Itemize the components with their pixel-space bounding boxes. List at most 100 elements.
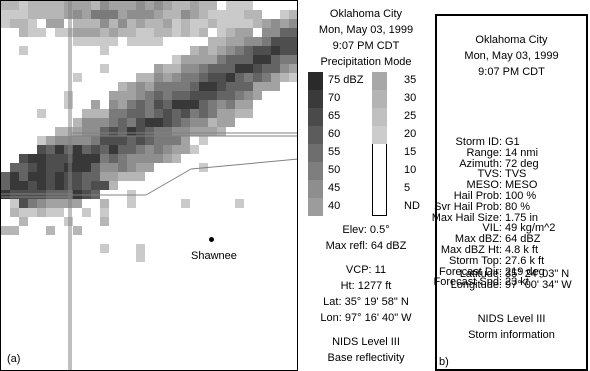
storm-longitude-key: Longitude: <box>450 279 502 291</box>
reflectivity-cell <box>100 244 109 253</box>
reflectivity-cell <box>82 163 91 172</box>
reflectivity-cell <box>199 82 208 91</box>
reflectivity-cell <box>253 91 262 100</box>
reflectivity-cell <box>127 199 136 208</box>
reflectivity-cell <box>91 172 100 181</box>
reflectivity-cell <box>190 10 199 19</box>
reflectivity-cell <box>181 118 190 127</box>
storm-field-key: Max Hail Size: <box>431 211 502 224</box>
reflectivity-cell <box>127 28 136 37</box>
storm-latitude-key: Latitude: <box>459 268 502 280</box>
reflectivity-cell <box>19 163 28 172</box>
reflectivity-cell <box>28 199 37 208</box>
legend-label-high: 65 <box>328 110 341 122</box>
reflectivity-cell <box>100 154 109 163</box>
reflectivity-cell <box>154 91 163 100</box>
reflectivity-cell <box>118 109 127 118</box>
reflectivity-cell <box>262 28 271 37</box>
reflectivity-cell <box>244 1 253 10</box>
reflectivity-cell <box>208 37 217 46</box>
reflectivity-cell <box>181 73 190 82</box>
reflectivity-cell <box>19 172 28 181</box>
reflectivity-cell <box>100 109 109 118</box>
storm-field-row: TVS: TVS <box>437 168 586 180</box>
storm-field-value: 49 kg/m^2 <box>505 222 556 235</box>
reflectivity-cell <box>208 91 217 100</box>
reflectivity-cell <box>1 172 10 181</box>
reflectivity-cell <box>46 1 55 10</box>
reflectivity-cell <box>136 100 145 109</box>
reflectivity-cell <box>46 136 55 145</box>
info-mode: Precipitation Mode <box>320 56 412 68</box>
reflectivity-cell <box>190 1 199 10</box>
product-level-text: NIDS Level III <box>332 336 400 348</box>
reflectivity-cell <box>46 163 55 172</box>
reflectivity-cell <box>190 64 199 73</box>
reflectivity-cell <box>271 55 280 64</box>
reflectivity-cell <box>163 136 172 145</box>
reflectivity-cell <box>217 19 226 28</box>
reflectivity-cell <box>82 1 91 10</box>
reflectivity-cell <box>235 73 244 82</box>
storm-field-row: Max dBZ Ht: 4.8 k ft <box>437 244 586 256</box>
reflectivity-cell <box>253 10 262 19</box>
reflectivity-cell <box>190 100 199 109</box>
reflectivity-cell <box>154 82 163 91</box>
reflectivity-cell <box>190 145 199 154</box>
reflectivity-cell <box>109 145 118 154</box>
reflectivity-cell <box>244 100 253 109</box>
reflectivity-cell <box>235 28 244 37</box>
reflectivity-cell <box>82 10 91 19</box>
reflectivity-cell <box>190 55 199 64</box>
reflectivity-cell <box>163 1 172 10</box>
reflectivity-cell <box>82 181 91 190</box>
reflectivity-cell <box>127 109 136 118</box>
reflectivity-cell <box>100 181 109 190</box>
reflectivity-cell <box>244 46 253 55</box>
storm-field-key: TVS: <box>477 168 502 181</box>
reflectivity-cell <box>226 37 235 46</box>
reflectivity-cell <box>73 10 82 19</box>
reflectivity-cell <box>136 127 145 136</box>
legend-swatch-low <box>372 90 387 108</box>
storm-field-value: 4.8 k ft <box>505 244 539 256</box>
reflectivity-cell <box>217 91 226 100</box>
reflectivity-cell <box>253 82 262 91</box>
reflectivity-cell <box>199 100 208 109</box>
reflectivity-cell <box>82 28 91 37</box>
reflectivity-cell <box>91 163 100 172</box>
legend-label-low: 10 <box>404 164 417 176</box>
reflectivity-cell <box>118 100 127 109</box>
legend-row: 45 5 <box>308 180 432 198</box>
reflectivity-cell <box>253 46 262 55</box>
reflectivity-map[interactable] <box>1 1 298 371</box>
storm-product-name: Storm information <box>468 329 555 341</box>
legend-label-low: 5 <box>404 182 411 194</box>
info-date: Mon, May 03, 1999 <box>318 24 414 36</box>
legend-label-low: 15 <box>404 146 417 158</box>
reflectivity-cell <box>46 145 55 154</box>
reflectivity-cell <box>46 199 55 208</box>
reflectivity-cell <box>235 199 244 208</box>
storm-field-value: 23 kt <box>505 276 529 289</box>
storm-field-row: MESO: MESO <box>437 179 586 191</box>
reflectivity-cell <box>100 199 109 208</box>
reflectivity-cell <box>163 91 172 100</box>
reflectivity-cell <box>208 46 217 55</box>
storm-product-level: NIDS Level III <box>477 313 546 325</box>
reflectivity-cell <box>199 1 208 10</box>
reflectivity-cell <box>127 172 136 181</box>
reflectivity-cell <box>19 154 28 163</box>
reflectivity-cell <box>100 19 109 28</box>
reflectivity-cell <box>199 136 208 145</box>
reflectivity-cell <box>82 154 91 163</box>
reflectivity-cell <box>10 226 19 235</box>
reflectivity-cell <box>145 100 154 109</box>
reflectivity-cell <box>46 154 55 163</box>
reflectivity-cell <box>208 100 217 109</box>
radar-map-panel[interactable]: Shawnee (a) <box>0 0 298 371</box>
reflectivity-cell <box>217 73 226 82</box>
reflectivity-cell <box>199 91 208 100</box>
reflectivity-cell <box>244 28 253 37</box>
reflectivity-cell <box>208 55 217 64</box>
